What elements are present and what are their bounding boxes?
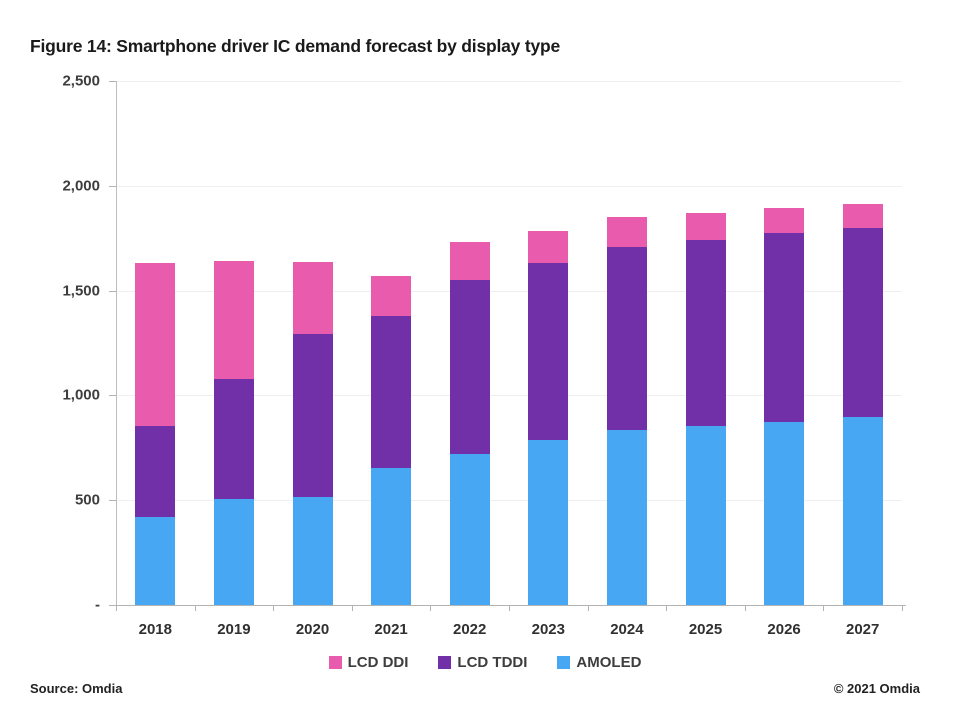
x-axis-label-2025: 2025 xyxy=(688,621,723,638)
legend-label: LCD DDI xyxy=(347,654,409,671)
bar-segment-2023-lcd-ddi xyxy=(528,230,569,264)
y-axis-tick-label: 1,500 xyxy=(62,282,100,300)
y-axis-tick-label: 1,000 xyxy=(62,386,100,404)
bar-segment-2022-lcd-ddi xyxy=(449,242,490,281)
x-tick-2 xyxy=(273,605,275,611)
chart-title: Figure 14: Smartphone driver IC demand f… xyxy=(30,36,561,56)
x-axis-label-2019: 2019 xyxy=(217,621,251,638)
bar-segment-2026-lcd-tddi xyxy=(764,232,805,422)
x-tick-7 xyxy=(666,605,668,611)
bar-segment-2027-lcd-tddi xyxy=(842,227,883,418)
y-axis-tick-label: 2,500 xyxy=(62,72,100,90)
gridline-500 xyxy=(116,500,902,502)
bar-segment-2026-lcd-ddi xyxy=(764,207,805,233)
y-axis-tick-label: 500 xyxy=(74,491,100,509)
x-axis-label-2024: 2024 xyxy=(610,621,644,638)
x-tick-1 xyxy=(194,605,196,611)
x-axis-label-2022: 2022 xyxy=(453,621,487,638)
bar-segment-2023-amoled xyxy=(528,440,569,605)
chart-legend: LCD DDI LCD TDDI AMOLED xyxy=(0,654,970,671)
gridline-1500 xyxy=(116,290,902,292)
bar-segment-2018-lcd-tddi xyxy=(135,425,176,517)
y-tick-500 xyxy=(109,500,116,502)
legend-swatch-lcd-ddi xyxy=(328,656,342,669)
y-axis-tick-label: 2,000 xyxy=(62,177,100,195)
bar-segment-2019-amoled xyxy=(213,499,254,605)
gridline-2500 xyxy=(116,81,902,82)
bar-segment-2025-lcd-tddi xyxy=(685,240,726,426)
bar-segment-2023-lcd-tddi xyxy=(528,263,569,441)
bar-segment-2021-lcd-ddi xyxy=(371,275,412,316)
bar-segment-2025-amoled xyxy=(685,425,726,605)
legend-item-lcd-tddi: LCD TDDI xyxy=(438,654,527,671)
bar-segment-2024-lcd-tddi xyxy=(606,246,647,430)
x-tick-8 xyxy=(744,605,746,611)
x-axis-label-2027: 2027 xyxy=(846,621,880,638)
bar-segment-2019-lcd-tddi xyxy=(213,378,254,500)
gridline-1000 xyxy=(116,395,902,397)
y-tick-2500 xyxy=(109,81,116,82)
x-axis-label-2026: 2026 xyxy=(767,621,801,638)
y-axis-tick-label: - xyxy=(95,596,100,614)
bar-segment-2018-lcd-ddi xyxy=(135,263,176,426)
bar-segment-2022-lcd-tddi xyxy=(449,280,490,455)
copyright-note: © 2021 Omdia xyxy=(833,681,920,696)
x-tick-10 xyxy=(902,605,903,611)
bar-segment-2018-amoled xyxy=(135,516,176,605)
bar-segment-2025-lcd-ddi xyxy=(685,213,726,241)
x-axis-label-2021: 2021 xyxy=(374,621,408,638)
y-axis-line xyxy=(116,81,117,605)
bar-segment-2027-lcd-ddi xyxy=(842,203,883,228)
bar-segment-2019-lcd-ddi xyxy=(213,261,254,379)
bar-segment-2027-amoled xyxy=(842,417,883,605)
source-note: Source: Omdia xyxy=(30,681,123,696)
legend-swatch-amoled xyxy=(557,656,571,669)
gridline-2000 xyxy=(116,185,902,187)
legend-label: LCD TDDI xyxy=(457,654,528,671)
legend-label: AMOLED xyxy=(576,654,642,671)
y-tick-1000 xyxy=(109,395,116,397)
bar-segment-2021-amoled xyxy=(371,467,412,605)
bar-segment-2020-lcd-ddi xyxy=(292,262,333,334)
bar-segment-2026-amoled xyxy=(764,421,805,605)
x-tick-0 xyxy=(116,605,117,611)
x-tick-3 xyxy=(351,605,353,611)
legend-swatch-lcd-tddi xyxy=(438,656,452,669)
bar-segment-2024-lcd-ddi xyxy=(606,217,647,247)
y-tick-1500 xyxy=(109,290,116,292)
bar-segment-2021-lcd-tddi xyxy=(371,315,412,468)
x-axis-label-2023: 2023 xyxy=(531,621,565,638)
x-tick-9 xyxy=(823,605,825,611)
x-axis-label-2018: 2018 xyxy=(138,621,172,638)
bar-segment-2020-amoled xyxy=(292,497,333,605)
legend-item-lcd-ddi: LCD DDI xyxy=(328,654,409,671)
bar-segment-2022-amoled xyxy=(449,454,490,605)
x-tick-4 xyxy=(430,605,432,611)
bar-segment-2024-amoled xyxy=(606,429,647,605)
x-axis-label-2020: 2020 xyxy=(295,621,330,638)
bar-segment-2020-lcd-tddi xyxy=(292,333,333,498)
x-tick-5 xyxy=(509,605,510,611)
x-tick-6 xyxy=(587,605,589,611)
legend-item-amoled: AMOLED xyxy=(557,654,641,671)
y-tick-2000 xyxy=(109,185,116,187)
